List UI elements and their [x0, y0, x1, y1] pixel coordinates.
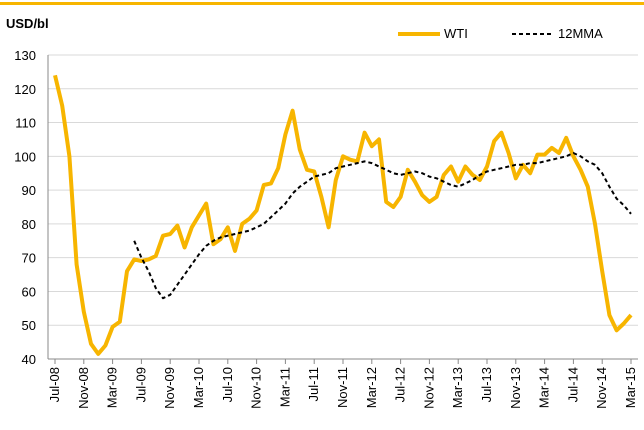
x-tick-label: Jul-10	[220, 367, 235, 402]
legend-label: 12MMA	[558, 26, 603, 41]
y-tick-label: 80	[22, 217, 36, 232]
y-tick-label: 90	[22, 183, 36, 198]
y-tick-label: 40	[22, 352, 36, 367]
x-tick-label: Jul-08	[47, 367, 62, 402]
series-line	[53, 74, 633, 356]
x-tick-label: Mar-14	[537, 367, 552, 408]
top-rule	[0, 2, 644, 5]
series-line	[133, 152, 632, 300]
y-tick-label: 50	[22, 318, 36, 333]
x-tick-label: Mar-10	[191, 367, 206, 408]
legend-label: WTI	[444, 26, 468, 41]
x-tick-label: Nov-12	[421, 367, 436, 409]
x-tick-label: Nov-11	[335, 367, 350, 408]
x-tick-label: Mar-15	[623, 367, 638, 408]
axis-label: USD/bl	[6, 16, 49, 31]
x-tick-label: Nov-14	[594, 367, 609, 409]
x-tick-label: Jul-09	[133, 367, 148, 402]
x-tick-label: Jul-14	[565, 367, 580, 402]
x-tick-label: Jul-11	[306, 367, 321, 401]
y-tick-label: 60	[22, 284, 36, 299]
x-tick-label: Jul-12	[393, 367, 408, 402]
x-tick-label: Mar-11	[277, 367, 292, 407]
y-tick-label: 110	[15, 116, 36, 131]
x-tick-label: Jul-13	[479, 367, 494, 402]
y-tick-label: 70	[22, 251, 36, 266]
x-tick-label: Mar-09	[105, 367, 120, 408]
x-tick-label: Mar-12	[364, 367, 379, 408]
x-tick-label: Mar-13	[450, 367, 465, 408]
y-tick-label: 120	[14, 82, 36, 97]
x-tick-label: Nov-13	[508, 367, 523, 409]
x-tick-label: Nov-09	[162, 367, 177, 409]
x-tick-label: Nov-10	[249, 367, 264, 409]
y-tick-label: 100	[14, 149, 36, 164]
x-tick-label: Nov-08	[76, 367, 91, 409]
y-tick-label: 130	[14, 48, 36, 63]
